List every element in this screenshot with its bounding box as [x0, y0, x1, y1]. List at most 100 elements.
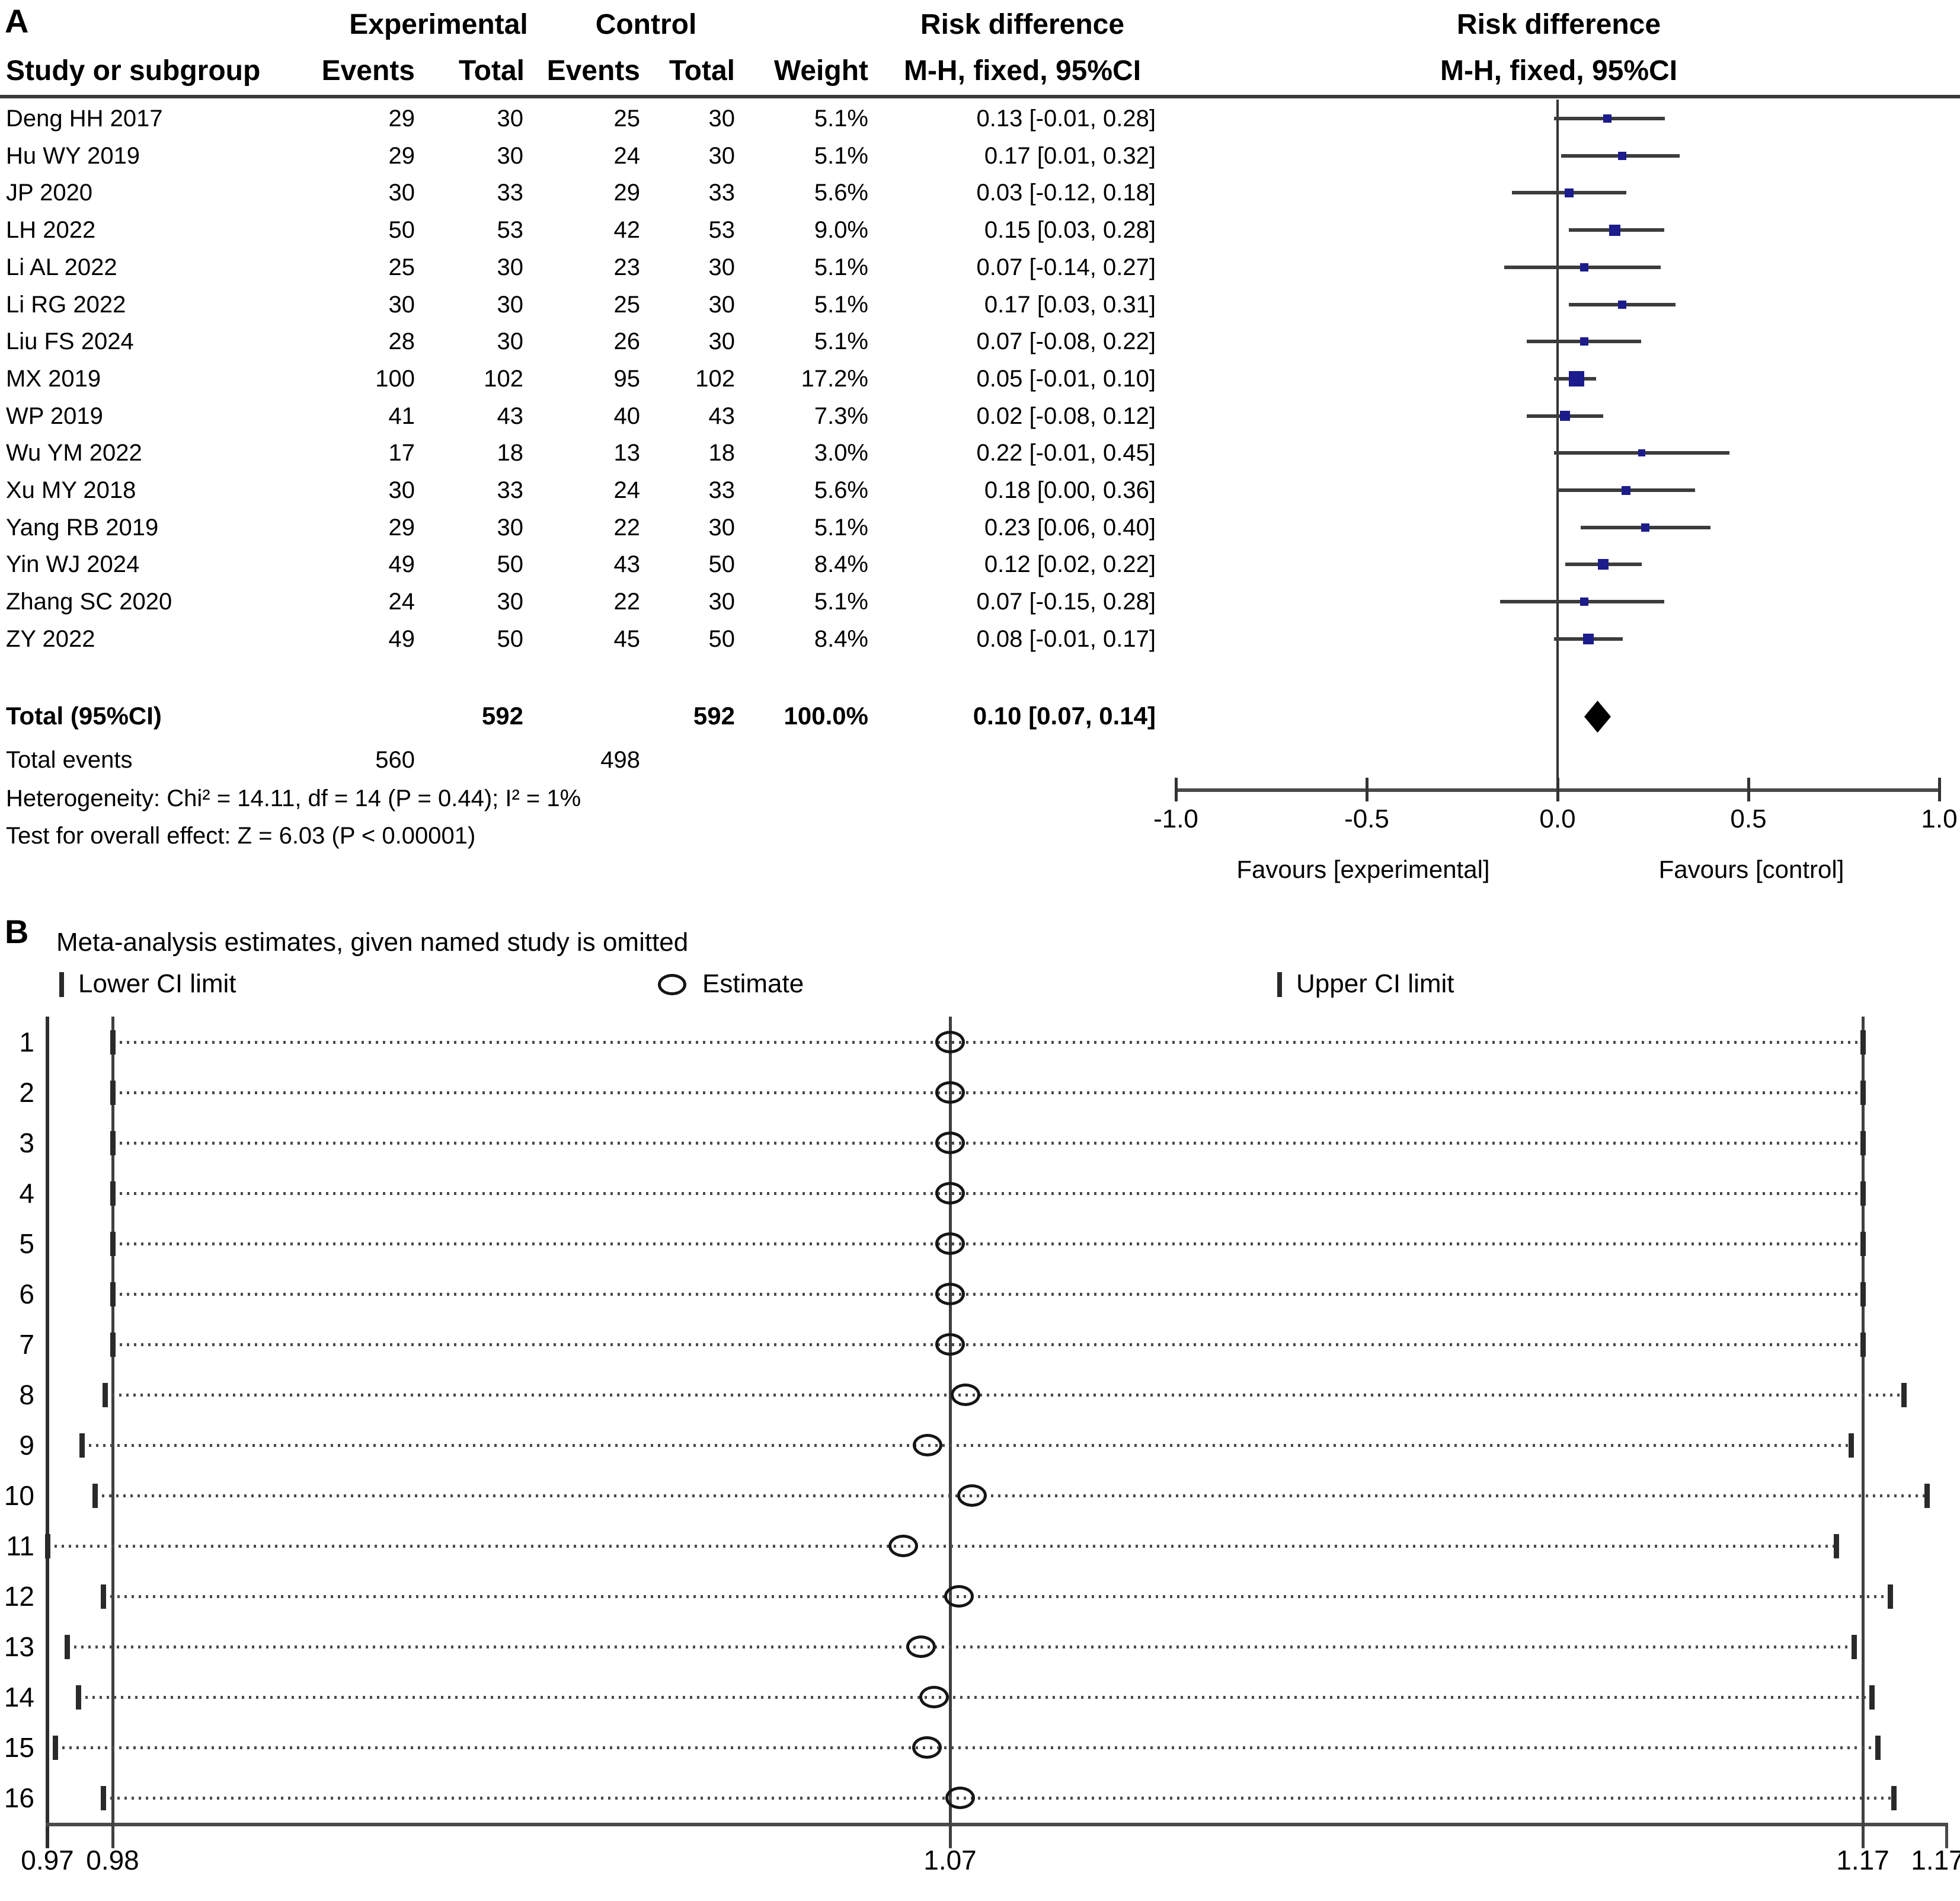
upper-ci-tick [1860, 1333, 1866, 1357]
study-name: MX 2019 [6, 366, 101, 392]
zero-effect-line [1556, 100, 1559, 788]
ref-line [1862, 1017, 1865, 1848]
study-cell: 9.0% [814, 217, 868, 243]
col-header-risk-difference-plot: Risk difference [1456, 9, 1661, 40]
x-axis-tick-label: -1.0 [1153, 804, 1198, 833]
total-row-label: Total (95%CI) [6, 702, 162, 730]
study-cell: 53 [708, 217, 736, 243]
effect-square [1618, 301, 1626, 309]
ci-dotted-line [113, 1343, 1863, 1346]
upper-ci-tick [1869, 1685, 1875, 1710]
col-header-total-experimental: Total [458, 55, 525, 87]
col-header-control: Control [595, 9, 697, 40]
estimate-circle [935, 1132, 965, 1154]
ci-dotted-line [95, 1494, 1927, 1497]
axis-label: 0.97 [21, 1845, 74, 1876]
effect-square [1618, 152, 1626, 160]
lower-ci-tick [110, 1232, 116, 1256]
panel-b-y-axis [46, 1017, 49, 1848]
study-name: Hu WY 2019 [6, 143, 140, 169]
total-events-label: Total events [6, 747, 133, 773]
estimate-circle [935, 1031, 965, 1053]
col-header-study: Study or subgroup [6, 55, 261, 87]
study-cell: 23 [613, 254, 641, 280]
study-cell: 100 [375, 366, 415, 392]
study-cell: 5.1% [814, 254, 868, 280]
upper-ci-tick [1901, 1383, 1907, 1407]
study-cell: 5.1% [814, 143, 868, 169]
lower-ci-tick [110, 1282, 116, 1306]
estimate-circle [935, 1182, 965, 1205]
total-events-control: 498 [600, 747, 640, 773]
upper-ci-tick [1852, 1635, 1857, 1659]
row-number: 2 [19, 1077, 34, 1108]
study-cell: 22 [613, 589, 641, 615]
study-cell: 17 [388, 440, 415, 466]
axis-label: 1.17 [1911, 1845, 1960, 1876]
study-cell: 0.07 [-0.14, 0.27] [976, 254, 1156, 280]
upper-ci-tick [1860, 1232, 1866, 1256]
study-cell: 28 [388, 328, 415, 354]
study-cell: 0.18 [0.00, 0.36] [984, 477, 1156, 503]
study-cell: 22 [613, 515, 641, 541]
estimate-circle [957, 1484, 987, 1507]
axis-label: 0.98 [86, 1845, 139, 1876]
study-cell: 29 [613, 180, 641, 206]
study-name: Li AL 2022 [6, 254, 117, 280]
study-cell: 49 [388, 626, 415, 652]
row-number: 12 [4, 1581, 34, 1612]
ci-dotted-line [55, 1746, 1878, 1749]
panel-b-x-baseline [46, 1823, 1948, 1826]
row-number: 6 [19, 1279, 34, 1309]
study-cell: 26 [613, 328, 641, 354]
study-cell: 5.1% [814, 515, 868, 541]
x-axis-tick-label: 0.0 [1539, 804, 1576, 833]
study-cell: 0.07 [-0.08, 0.22] [976, 328, 1156, 354]
legend-upper-ci-icon [1277, 972, 1282, 997]
ci-dotted-line [47, 1545, 1836, 1548]
estimate-circle [935, 1081, 965, 1104]
study-cell: 30 [708, 143, 736, 169]
ci-dotted-line [113, 1041, 1863, 1044]
x-axis-tick [1366, 778, 1369, 801]
panel-b-title: Meta-analysis estimates, given named stu… [56, 928, 689, 957]
study-cell: 0.07 [-0.15, 0.28] [976, 589, 1156, 615]
study-cell: 0.05 [-0.01, 0.10] [976, 366, 1156, 392]
lower-ci-tick [110, 1131, 116, 1155]
study-cell: 30 [708, 515, 736, 541]
study-cell: 0.08 [-0.01, 0.17] [976, 626, 1156, 652]
study-cell: 0.22 [-0.01, 0.45] [976, 440, 1156, 466]
ref-line [111, 1017, 114, 1848]
study-name: Liu FS 2024 [6, 328, 134, 354]
estimate-circle [919, 1686, 949, 1708]
axis-label: 1.07 [923, 1845, 977, 1876]
col-header-mh-plot: M-H, fixed, 95%CI [1440, 55, 1678, 87]
estimate-circle [951, 1384, 980, 1406]
study-name: Yang RB 2019 [6, 515, 159, 541]
ci-dotted-line [113, 1192, 1863, 1195]
study-cell: 0.02 [-0.08, 0.12] [976, 403, 1156, 429]
total-cell: 0.10 [0.07, 0.14] [973, 702, 1156, 730]
row-number: 16 [4, 1782, 34, 1813]
row-number: 7 [19, 1329, 34, 1360]
study-name: Zhang SC 2020 [6, 589, 172, 615]
estimate-circle [888, 1535, 918, 1557]
row-number: 1 [19, 1027, 34, 1057]
study-name: WP 2019 [6, 403, 103, 429]
study-cell: 29 [388, 515, 415, 541]
study-cell: 40 [613, 403, 641, 429]
study-cell: 17.2% [801, 366, 868, 392]
study-cell: 33 [497, 180, 524, 206]
heterogeneity-text: Heterogeneity: Chi² = 14.11, df = 14 (P … [6, 785, 581, 811]
estimate-circle [935, 1333, 965, 1356]
row-number: 15 [4, 1732, 34, 1763]
study-name: Wu YM 2022 [6, 440, 142, 466]
lower-ci-tick [103, 1383, 108, 1407]
study-cell: 102 [484, 366, 523, 392]
study-cell: 18 [497, 440, 524, 466]
upper-ci-tick [1860, 1131, 1866, 1155]
effect-square [1565, 188, 1574, 197]
study-cell: 0.03 [-0.12, 0.18] [976, 180, 1156, 206]
effect-square [1580, 263, 1588, 271]
